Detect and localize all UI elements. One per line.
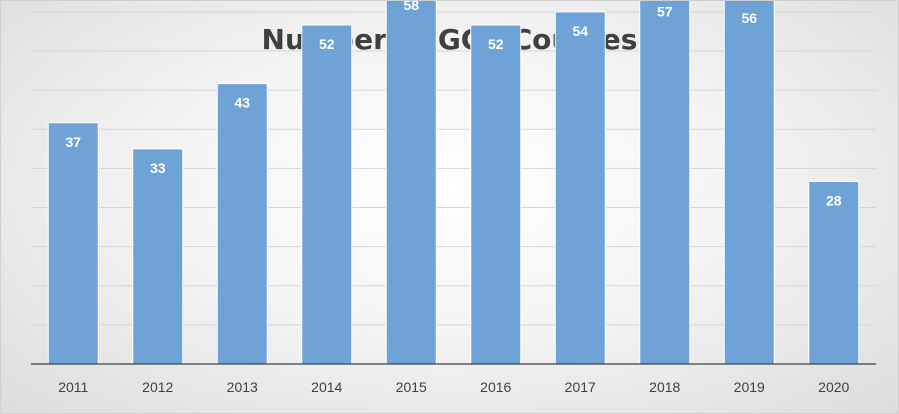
data-label-2020: 28 <box>826 192 842 208</box>
bar-2020 <box>808 180 860 365</box>
x-tick-label-2016: 2016 <box>480 379 511 395</box>
x-tick-label-2014: 2014 <box>311 379 342 395</box>
data-label-2015: 58 <box>403 1 419 13</box>
bar-2019 <box>723 1 775 365</box>
data-label-2012: 33 <box>150 160 166 176</box>
data-labels: 37 33 43 52 58 52 54 57 56 28 <box>65 1 841 208</box>
x-tick-label-2015: 2015 <box>396 379 427 395</box>
data-label-2013: 43 <box>234 95 250 111</box>
data-label-2018: 57 <box>657 3 673 19</box>
bar-2015 <box>385 1 437 365</box>
bar-2011 <box>47 122 99 365</box>
x-tick-labels: 2011 2012 2013 2014 2015 2016 2017 2018 2019 2020 <box>58 379 849 395</box>
bar-2016 <box>470 24 522 365</box>
data-label-2019: 56 <box>741 10 757 26</box>
x-tick-label-2011: 2011 <box>58 379 88 395</box>
x-tick-label-2017: 2017 <box>565 379 596 395</box>
bar-2018 <box>639 1 691 365</box>
data-label-2011: 37 <box>65 134 81 150</box>
x-tick-label-2018: 2018 <box>649 379 680 395</box>
x-tick-label-2020: 2020 <box>818 379 849 395</box>
x-tick-label-2012: 2012 <box>142 379 173 395</box>
x-tick-label-2019: 2019 <box>734 379 765 395</box>
data-label-2017: 54 <box>572 23 588 39</box>
bar-2012 <box>132 148 184 365</box>
data-label-2016: 52 <box>488 36 504 52</box>
bar-2017 <box>554 11 606 365</box>
data-label-2014: 52 <box>319 36 335 52</box>
bar-2013 <box>216 83 268 365</box>
bar-2014 <box>301 24 353 365</box>
x-tick-label-2013: 2013 <box>227 379 258 395</box>
bars <box>47 1 860 365</box>
